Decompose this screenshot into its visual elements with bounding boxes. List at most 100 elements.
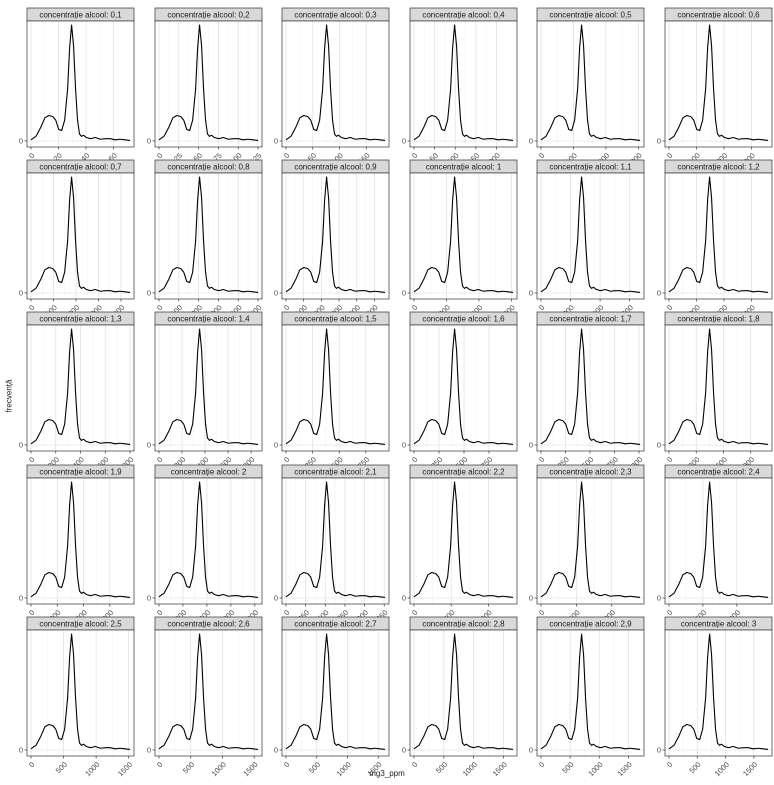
facet-strip-label: concentrație alcool: 2,5 [39, 620, 122, 629]
x-tick-label: 0 [155, 608, 164, 617]
y-tick-label: 0 [402, 137, 406, 146]
facet-strip-label: concentrație alcool: 1 [426, 163, 502, 172]
x-tick-label: 0 [410, 455, 419, 464]
density-curve [540, 328, 641, 445]
y-tick-label: 0 [147, 594, 151, 603]
facet-plot-area [154, 629, 263, 757]
facet-strip-label: concentrație alcool: 0,9 [294, 163, 377, 172]
y-tick-label: 0 [147, 746, 151, 755]
density-curve [158, 176, 259, 293]
density-curve [285, 328, 386, 445]
x-tick-label: 0 [155, 151, 164, 160]
x-tick-label: 0 [27, 151, 36, 160]
y-tick-label: 0 [402, 441, 406, 450]
facet-plot-area [536, 20, 645, 148]
density-curve [30, 633, 131, 750]
facet-strip-label: concentrație alcool: 3 [681, 620, 757, 629]
facet-panel: concentrație alcool: 0,600 100 200 300 [657, 7, 773, 166]
facet-strip-label: concentrație alcool: 1,2 [677, 163, 760, 172]
x-tick-label: 0 [410, 151, 419, 160]
facet-strip-label: concentrație alcool: 0,4 [422, 11, 505, 20]
facet-panel: concentrație alcool: 0,700 100 200 300 400 [19, 159, 135, 318]
facet-strip-label: concentrație alcool: 1,1 [549, 163, 632, 172]
density-curve [30, 481, 131, 598]
facet-plot-area [154, 324, 263, 452]
facet-plot-area [536, 477, 645, 605]
facet-panel: concentrație alcool: 100 200 400 600 [402, 159, 518, 318]
y-tick-label: 0 [529, 746, 533, 755]
x-tick-label: 0 [665, 608, 674, 617]
y-tick-label: 0 [657, 594, 661, 603]
facet-panel: concentrație alcool: 2,900 500 1000 1500 [529, 616, 645, 778]
y-tick-label: 0 [19, 441, 23, 450]
facet-strip-label: concentrație alcool: 1,5 [294, 315, 377, 324]
density-curve [285, 481, 386, 598]
facet-panel: concentrație alcool: 0,100 20 40 60 [19, 7, 135, 163]
facet-plot-area [664, 20, 773, 148]
facet-strip-label: concentrație alcool: 2,6 [167, 620, 250, 629]
facet-panel: concentrație alcool: 2,10025050075010001… [274, 464, 390, 626]
x-tick-label: 0 [537, 608, 546, 617]
density-curve [540, 633, 641, 750]
facet-panel: concentrație alcool: 2,800 500 1000 1500 [402, 616, 518, 778]
y-tick-label: 0 [274, 441, 278, 450]
y-tick-label: 0 [529, 441, 533, 450]
facet-plot-area [536, 172, 645, 300]
y-tick-label: 0 [402, 289, 406, 298]
density-curve [413, 176, 514, 293]
facet-strip-label: concentrație alcool: 2,2 [422, 468, 505, 477]
density-curve [413, 328, 514, 445]
facet-plot-area [664, 324, 773, 452]
facet-strip-label: concentrație alcool: 0,7 [39, 163, 122, 172]
x-tick-label: 0 [27, 455, 36, 464]
x-tick-label: 0 [537, 455, 546, 464]
facet-plot-area [26, 477, 135, 605]
facet-plot-area [664, 629, 773, 757]
x-tick-label: 0 [282, 760, 291, 769]
facet-panel: concentrație alcool: 1,300 200 400 600 800 [19, 311, 135, 470]
density-curve [413, 633, 514, 750]
x-tick-label: 0 [537, 151, 546, 160]
facet-panel: concentrație alcool: 2,700 500 1000 1500 [274, 616, 390, 778]
x-tick-label: 0 [282, 303, 291, 312]
facet-strip-label: concentrație alcool: 0,3 [294, 11, 377, 20]
density-curve [540, 176, 641, 293]
facet-plot-area [281, 324, 390, 452]
facet-plot-area [409, 20, 518, 148]
facet-panel: concentrație alcool: 2003006009001200 [147, 464, 263, 626]
facet-panel: concentrație alcool: 1,400 200 400 600 800 [147, 311, 263, 470]
facet-panel: concentrație alcool: 1,600 250 500 750 [402, 311, 518, 470]
density-curve [285, 176, 386, 293]
facet-panel: concentrație alcool: 2,500 500 1000 1500 [19, 616, 135, 778]
facet-strip-label: concentrație alcool: 0,1 [39, 11, 122, 20]
density-curve [158, 481, 259, 598]
facet-strip-label: concentrație alcool: 0,6 [677, 11, 760, 20]
facet-panel: concentrație alcool: 0,500 100 200 300 [529, 7, 645, 166]
x-tick-label: 0 [665, 760, 674, 769]
facet-strip-label: concentrație alcool: 1,4 [167, 315, 250, 324]
facet-panel: concentrație alcool: 1,100 200 400 600 [529, 159, 645, 318]
y-tick-label: 0 [529, 594, 533, 603]
facet-plot-area [664, 172, 773, 300]
x-tick-label: 0 [665, 303, 674, 312]
facet-plot-area [281, 20, 390, 148]
y-axis-label-text: frecvență [4, 379, 14, 413]
facet-plot-area [409, 629, 518, 757]
y-tick-label: 0 [529, 137, 533, 146]
x-tick-label: 0 [27, 303, 36, 312]
facet-panel: concentrație alcool: 0,800 100 200 300 400 50… [147, 159, 263, 318]
x-tick-label: 0 [537, 760, 546, 769]
facet-strip-label: concentrație alcool: 2,9 [549, 620, 632, 629]
facet-plot-area [664, 477, 773, 605]
density-curve [158, 24, 259, 141]
y-tick-label: 0 [657, 289, 661, 298]
x-tick-label: 0 [665, 455, 674, 464]
y-tick-label: 0 [147, 441, 151, 450]
x-tick-label: 0 [155, 455, 164, 464]
facet-plot-area [536, 629, 645, 757]
facet-strip-label: concentrație alcool: 1,7 [549, 315, 632, 324]
density-curve [413, 24, 514, 141]
y-tick-label: 0 [274, 594, 278, 603]
density-curve [668, 24, 769, 141]
